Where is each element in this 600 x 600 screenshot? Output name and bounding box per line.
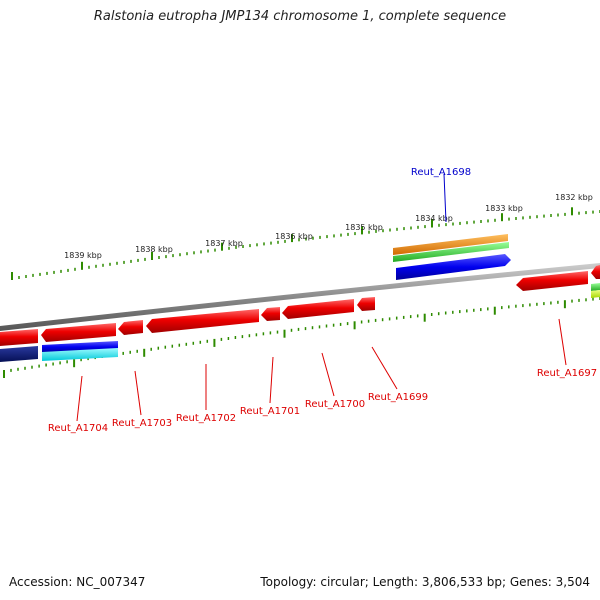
gene-label-reut-a1698[interactable]: Reut_A1698 <box>411 167 471 178</box>
gene-reut-a1701[interactable] <box>261 307 280 321</box>
scale-label-1838: 1838 kbp <box>135 245 173 254</box>
gene-label-reut-a1700[interactable]: Reut_A1700 <box>305 399 365 410</box>
gene-reut-a1698-orange[interactable] <box>393 234 508 255</box>
gene-reut-a1704[interactable] <box>41 323 116 342</box>
scale-label-1834: 1834 kbp <box>415 214 453 223</box>
map-title: Ralstonia eutropha JMP134 chromosome 1, … <box>93 9 507 24</box>
gene-right-edge-lime[interactable] <box>591 290 600 298</box>
gene-label-reut-a1699[interactable]: Reut_A1699 <box>368 392 428 403</box>
gene-left-navy[interactable] <box>0 346 38 362</box>
gene-label-reut-a1701[interactable]: Reut_A1701 <box>240 406 300 417</box>
scale-label-1836: 1836 kbp <box>275 232 313 241</box>
outer-scale-ticks <box>11 207 600 280</box>
gene-reut-a1698-green[interactable] <box>393 242 509 262</box>
gene-reut-a1700[interactable] <box>282 299 354 319</box>
gene-left-edge[interactable] <box>0 329 38 346</box>
scale-label-1837: 1837 kbp <box>205 239 243 248</box>
chromosome-backbone <box>0 263 600 331</box>
gene-reut-a1703[interactable] <box>118 320 143 335</box>
gene-label-reut-a1702[interactable]: Reut_A1702 <box>176 413 236 424</box>
gene-label-reut-a1704[interactable]: Reut_A1704 <box>48 423 108 434</box>
gene-reut-a1699[interactable] <box>357 297 375 311</box>
scale-label-1839: 1839 kbp <box>64 251 102 260</box>
scale-label-1832: 1832 kbp <box>555 193 593 202</box>
scale-label-1835: 1835 kbp <box>345 223 383 232</box>
genome-summary-text: Topology: circular; Length: 3,806,533 bp… <box>260 575 590 589</box>
gene-label-reut-a1703[interactable]: Reut_A1703 <box>112 418 172 429</box>
gene-reut-a1702[interactable] <box>146 309 259 333</box>
inner-scale-ticks <box>3 297 600 378</box>
leader-lines <box>76 173 567 422</box>
gene-right-edge[interactable] <box>591 265 600 279</box>
scale-label-1833: 1833 kbp <box>485 204 523 213</box>
gene-reut-a1697[interactable] <box>516 271 588 291</box>
accession-text: Accession: NC_007347 <box>9 575 146 589</box>
gene-right-edge-green[interactable] <box>591 283 600 291</box>
gene-reut-a1704-cyan[interactable] <box>42 348 118 361</box>
gene-label-reut-a1697[interactable]: Reut_A1697 <box>537 368 597 379</box>
gene-reut-a1698[interactable] <box>396 254 511 280</box>
